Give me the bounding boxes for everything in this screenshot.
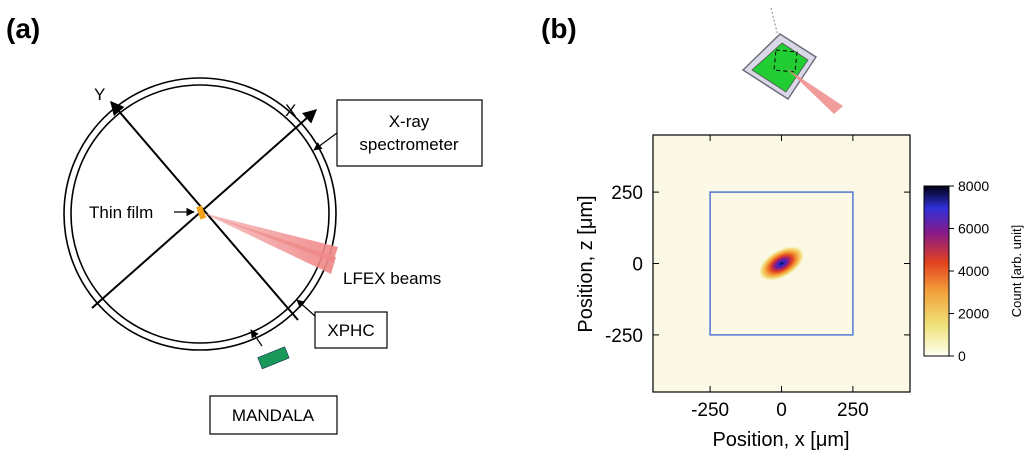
spectrometer-box [336, 99, 483, 167]
heatmap-hotspot [757, 245, 806, 282]
colorbar-gradient [923, 185, 950, 357]
y-axis-label: Y [94, 85, 105, 104]
inset-film [751, 42, 809, 93]
target-inset [741, 7, 843, 114]
y-axis-line [110, 100, 299, 321]
colorbar-ticks: 0 2000 4000 6000 8000 [949, 178, 989, 364]
xphc-arrow [296, 299, 316, 317]
inset-frame [773, 49, 798, 73]
panel-b-label: (b) [541, 13, 577, 44]
x-axis-line [91, 109, 318, 309]
panel-b: (b) -250 0 250 -250 0 250 Position, x [μm] P… [541, 7, 1024, 451]
y-tick-label: 0 [632, 255, 643, 276]
y-tick-label: -250 [605, 326, 643, 347]
y-axis-ticks: -250 0 250 [605, 183, 910, 347]
chamber-outer-circle [63, 77, 337, 351]
spectrometer-label-line2: spectrometer [359, 135, 459, 154]
lfex-label: LFEX beams [343, 269, 441, 288]
colorbar-tick-label: 8000 [958, 178, 989, 194]
inset-view-axis [770, 7, 779, 37]
y-tick-label: 250 [611, 183, 643, 204]
x-tick-label: 250 [837, 400, 869, 421]
colorbar-tick-label: 4000 [958, 263, 989, 279]
spectrometer-arrow [313, 132, 338, 151]
x-tick-label: 0 [776, 400, 787, 421]
x-tick-label: -250 [691, 400, 729, 421]
colorbar-tick-label: 6000 [958, 221, 989, 237]
xphc-box [314, 311, 388, 349]
panel-a: (a) Y X LFEX beams Thin film X-ray spect… [6, 13, 483, 435]
frame-box [709, 191, 854, 336]
thin-film-label: Thin film [89, 203, 153, 222]
mandala-box [209, 395, 338, 435]
mandala-label: MANDALA [232, 406, 315, 425]
spectrometer-label-line1: X-ray [389, 112, 430, 131]
thin-film-target [196, 205, 207, 220]
colorbar-tick-label: 0 [958, 348, 966, 364]
lfex-beam-2 [203, 213, 336, 274]
colorbar-tick-label: 2000 [958, 306, 989, 322]
inset-beam [786, 68, 843, 114]
y-axis-title: Position, z [μm] [575, 195, 597, 332]
mandala-arrow [250, 329, 263, 347]
mandala-detector [257, 346, 290, 370]
x-axis-label: X [285, 101, 296, 120]
x-axis-title: Position, x [μm] [712, 429, 849, 451]
chamber-inner-circle [70, 84, 330, 344]
colorbar-title: Count [arb. unit] [1009, 225, 1024, 318]
xphc-label: XPHC [327, 321, 374, 340]
panel-a-label: (a) [6, 13, 40, 44]
x-axis-ticks: -250 0 250 [691, 135, 869, 421]
heatmap-plot: -250 0 250 -250 0 250 Position, x [μm] Posit… [575, 134, 911, 451]
colorbar: 0 2000 4000 6000 8000 Count [arb. unit] [923, 178, 1024, 364]
